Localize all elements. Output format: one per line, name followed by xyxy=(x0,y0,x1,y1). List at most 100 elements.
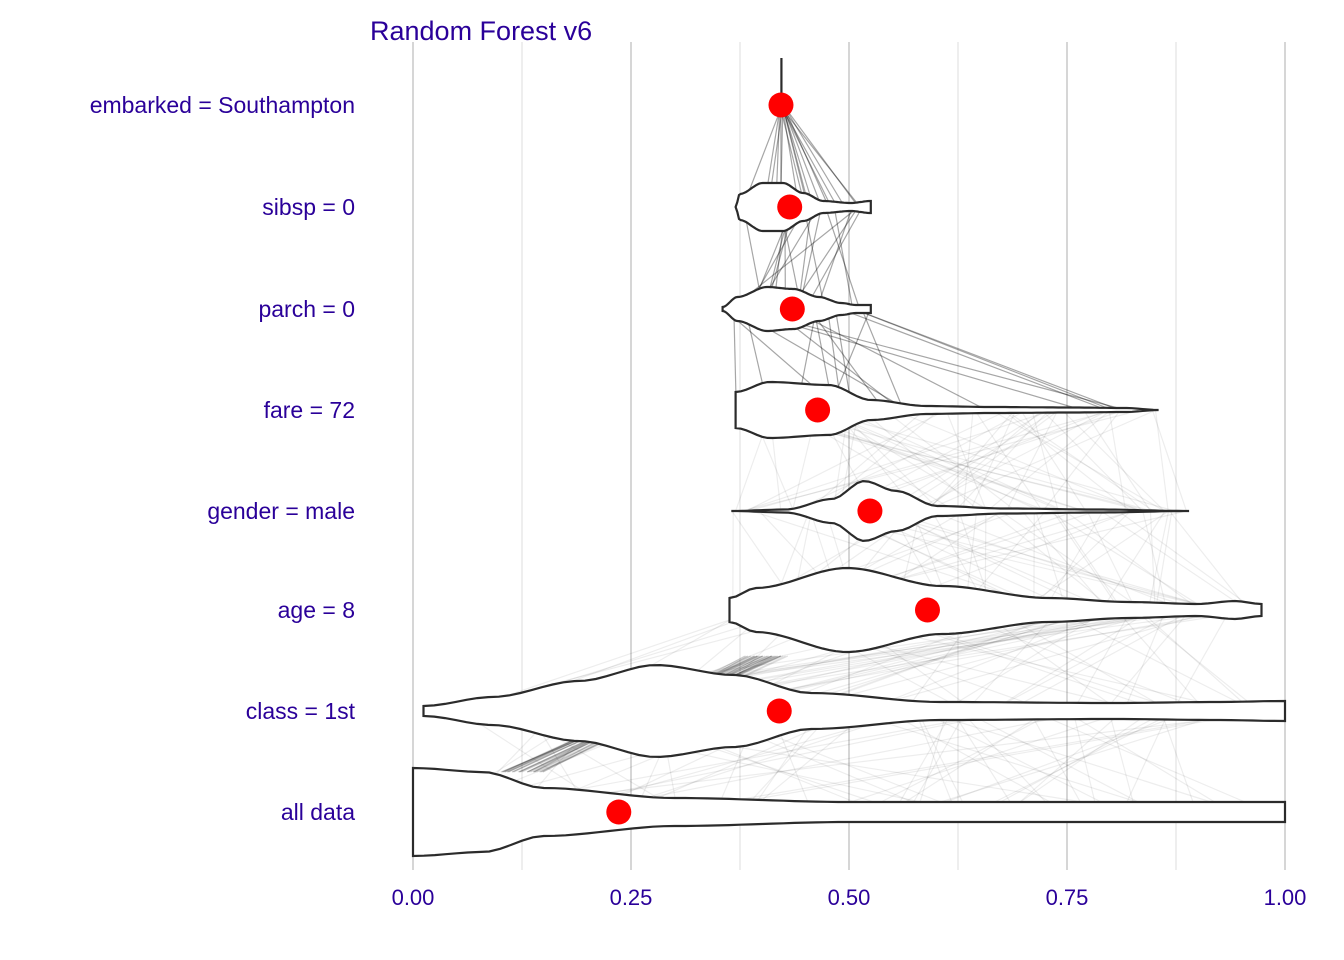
row-label: age = 8 xyxy=(278,597,355,623)
profile-line xyxy=(840,409,1065,512)
profile-line xyxy=(821,409,1063,512)
profile-line xyxy=(882,510,1111,611)
profile-line xyxy=(778,104,861,208)
profile-line xyxy=(1021,510,1109,611)
violin xyxy=(731,479,1190,543)
mean-dot xyxy=(777,194,803,220)
profile-line xyxy=(1031,409,1059,512)
mean-dots xyxy=(606,92,940,825)
row-label: fare = 72 xyxy=(264,397,355,423)
profile-line xyxy=(782,104,859,208)
profile-line xyxy=(871,510,1220,611)
profile-line xyxy=(923,409,1060,512)
profile-line xyxy=(924,409,1157,512)
profile-line xyxy=(991,609,1152,712)
profile-line xyxy=(666,710,1257,813)
profile-line xyxy=(924,710,1243,813)
profile-line xyxy=(1055,510,1123,611)
profile-line xyxy=(974,409,1043,512)
profile-line xyxy=(908,710,1232,813)
profile-line xyxy=(854,609,1219,712)
profile-line xyxy=(907,710,967,813)
profile-line xyxy=(816,409,940,512)
row-label: parch = 0 xyxy=(258,296,355,322)
profile-line xyxy=(1028,510,1131,611)
mean-dot xyxy=(779,296,805,322)
x-tick-label: 0.50 xyxy=(828,885,871,910)
profile-line xyxy=(1142,510,1168,611)
row-label: gender = male xyxy=(207,498,355,524)
profile-line xyxy=(779,104,806,208)
profile-line xyxy=(574,710,1093,813)
profile-line xyxy=(1020,409,1087,512)
profile-line xyxy=(884,409,1047,512)
profile-line xyxy=(780,104,832,208)
violin xyxy=(734,181,872,233)
profile-line xyxy=(1061,409,1165,512)
profile-line xyxy=(1172,609,1231,712)
profile-line xyxy=(1052,510,1121,611)
mean-dot xyxy=(768,92,794,118)
profile-line xyxy=(1002,409,1131,512)
profile-line xyxy=(913,409,1110,512)
profile-line xyxy=(809,308,885,411)
profile-line xyxy=(920,710,1122,813)
profile-line xyxy=(1154,510,1173,611)
profile-line xyxy=(893,710,953,813)
profile-line xyxy=(1064,510,1201,611)
profile-line xyxy=(745,409,947,512)
profile-line xyxy=(1041,409,1143,512)
profile-line xyxy=(893,409,1141,512)
profile-line xyxy=(1147,510,1170,611)
mean-dot xyxy=(766,698,792,724)
row-label: embarked = Southampton xyxy=(90,92,355,118)
profile-line xyxy=(781,104,815,208)
profile-line xyxy=(888,510,1200,611)
profile-line xyxy=(931,510,1185,611)
profile-line xyxy=(681,710,1265,813)
profile-line xyxy=(782,104,846,208)
x-tick-label: 0.00 xyxy=(392,885,435,910)
profile-line xyxy=(994,609,1171,712)
profile-line xyxy=(1108,409,1127,512)
profile-line xyxy=(1151,409,1187,512)
profile-line xyxy=(1169,510,1249,611)
profile-line xyxy=(1005,409,1059,512)
profile-line xyxy=(806,409,925,512)
profile-line xyxy=(1104,609,1191,712)
violin xyxy=(422,663,1287,759)
mean-dot xyxy=(914,597,940,623)
profile-line xyxy=(965,609,1060,712)
profile-line xyxy=(918,710,1192,813)
row-label: sibsp = 0 xyxy=(262,194,355,220)
grid-lines xyxy=(412,42,1286,870)
profile-line xyxy=(969,409,1017,512)
profile-line xyxy=(743,409,1054,512)
profile-line xyxy=(1031,710,1269,813)
profile-line xyxy=(815,409,1175,512)
profile-line xyxy=(804,206,863,310)
profile-line xyxy=(790,308,987,411)
profile-line xyxy=(803,206,826,310)
profile-line xyxy=(981,710,1168,813)
profile-line xyxy=(1149,510,1156,611)
profile-line xyxy=(833,206,854,310)
profile-line xyxy=(1020,510,1169,611)
profile-line xyxy=(780,104,838,208)
profile-line xyxy=(861,308,904,411)
profile-line xyxy=(1101,510,1166,611)
profile-line xyxy=(1154,409,1169,512)
row-label: class = 1st xyxy=(246,698,356,724)
profile-line xyxy=(1133,609,1260,712)
profile-line xyxy=(1043,510,1104,611)
profile-line xyxy=(1100,510,1249,611)
profile-line xyxy=(1115,609,1207,712)
profile-line xyxy=(861,409,980,512)
profile-line xyxy=(1004,409,1154,512)
profile-line xyxy=(1083,409,1151,512)
profile-line xyxy=(924,409,1043,512)
profile-line xyxy=(886,710,1069,813)
profile-line xyxy=(603,710,913,813)
profile-line xyxy=(927,409,1016,512)
profile-line xyxy=(1139,609,1253,712)
